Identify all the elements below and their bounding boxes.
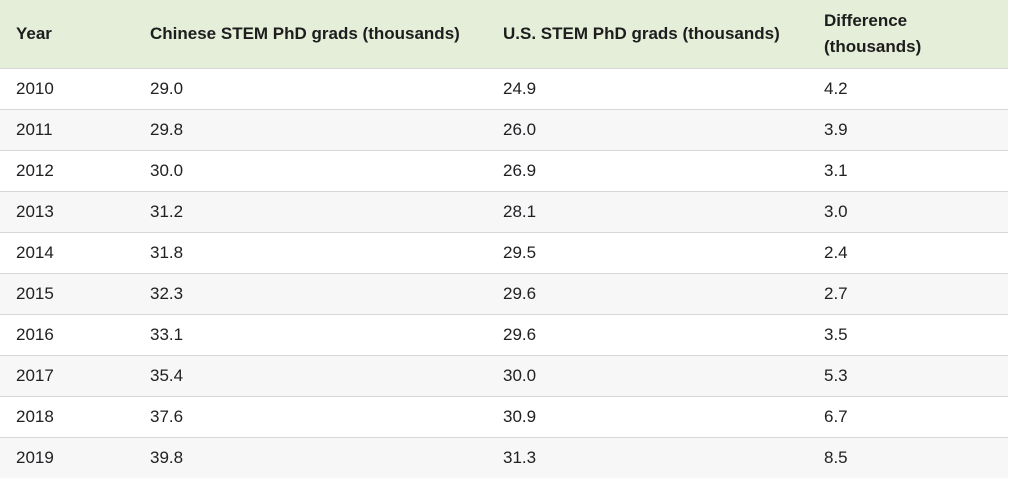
cell-us-grads: 29.6: [487, 273, 808, 315]
cell-us-grads: 31.3: [487, 437, 808, 478]
cell-year: 2017: [0, 355, 134, 397]
table-row: 2019 39.8 31.3 8.5: [0, 437, 1008, 478]
cell-us-grads: 26.9: [487, 150, 808, 192]
cell-difference: 3.0: [808, 191, 1008, 233]
cell-difference: 8.5: [808, 437, 1008, 478]
column-header-year: Year: [0, 0, 134, 69]
cell-year: 2014: [0, 232, 134, 274]
table-row: 2014 31.8 29.5 2.4: [0, 232, 1008, 274]
cell-year: 2013: [0, 191, 134, 233]
table-row: 2013 31.2 28.1 3.0: [0, 191, 1008, 233]
cell-chinese-grads: 33.1: [134, 314, 487, 356]
cell-difference: 2.4: [808, 232, 1008, 274]
cell-difference: 4.2: [808, 68, 1008, 110]
cell-chinese-grads: 29.0: [134, 68, 487, 110]
table-header-row: Year Chinese STEM PhD grads (thousands) …: [0, 0, 1008, 69]
column-header-us-grads: U.S. STEM PhD grads (thousands): [487, 0, 808, 69]
table-row: 2017 35.4 30.0 5.3: [0, 355, 1008, 397]
table-body: 2010 29.0 24.9 4.2 2011 29.8 26.0 3.9 20…: [0, 68, 1008, 478]
table-row: 2018 37.6 30.9 6.7: [0, 396, 1008, 438]
cell-year: 2011: [0, 109, 134, 151]
cell-difference: 5.3: [808, 355, 1008, 397]
column-header-chinese-grads: Chinese STEM PhD grads (thousands): [134, 0, 487, 69]
cell-difference: 3.9: [808, 109, 1008, 151]
table-row: 2015 32.3 29.6 2.7: [0, 273, 1008, 315]
cell-chinese-grads: 32.3: [134, 273, 487, 315]
cell-us-grads: 30.9: [487, 396, 808, 438]
cell-us-grads: 28.1: [487, 191, 808, 233]
cell-us-grads: 29.6: [487, 314, 808, 356]
table-row: 2012 30.0 26.9 3.1: [0, 150, 1008, 192]
cell-year: 2018: [0, 396, 134, 438]
cell-us-grads: 29.5: [487, 232, 808, 274]
cell-difference: 3.1: [808, 150, 1008, 192]
table-row: 2016 33.1 29.6 3.5: [0, 314, 1008, 356]
cell-us-grads: 30.0: [487, 355, 808, 397]
cell-difference: 2.7: [808, 273, 1008, 315]
cell-year: 2015: [0, 273, 134, 315]
cell-us-grads: 26.0: [487, 109, 808, 151]
cell-chinese-grads: 35.4: [134, 355, 487, 397]
cell-year: 2016: [0, 314, 134, 356]
cell-chinese-grads: 37.6: [134, 396, 487, 438]
cell-difference: 3.5: [808, 314, 1008, 356]
column-header-difference: Difference (thousands): [808, 0, 1008, 69]
cell-year: 2010: [0, 68, 134, 110]
table-row: 2010 29.0 24.9 4.2: [0, 68, 1008, 110]
cell-chinese-grads: 39.8: [134, 437, 487, 478]
cell-us-grads: 24.9: [487, 68, 808, 110]
table-row: 2011 29.8 26.0 3.9: [0, 109, 1008, 151]
cell-chinese-grads: 30.0: [134, 150, 487, 192]
cell-difference: 6.7: [808, 396, 1008, 438]
cell-year: 2012: [0, 150, 134, 192]
cell-chinese-grads: 31.8: [134, 232, 487, 274]
cell-chinese-grads: 29.8: [134, 109, 487, 151]
table-header: Year Chinese STEM PhD grads (thousands) …: [0, 0, 1008, 69]
cell-chinese-grads: 31.2: [134, 191, 487, 233]
cell-year: 2019: [0, 437, 134, 478]
